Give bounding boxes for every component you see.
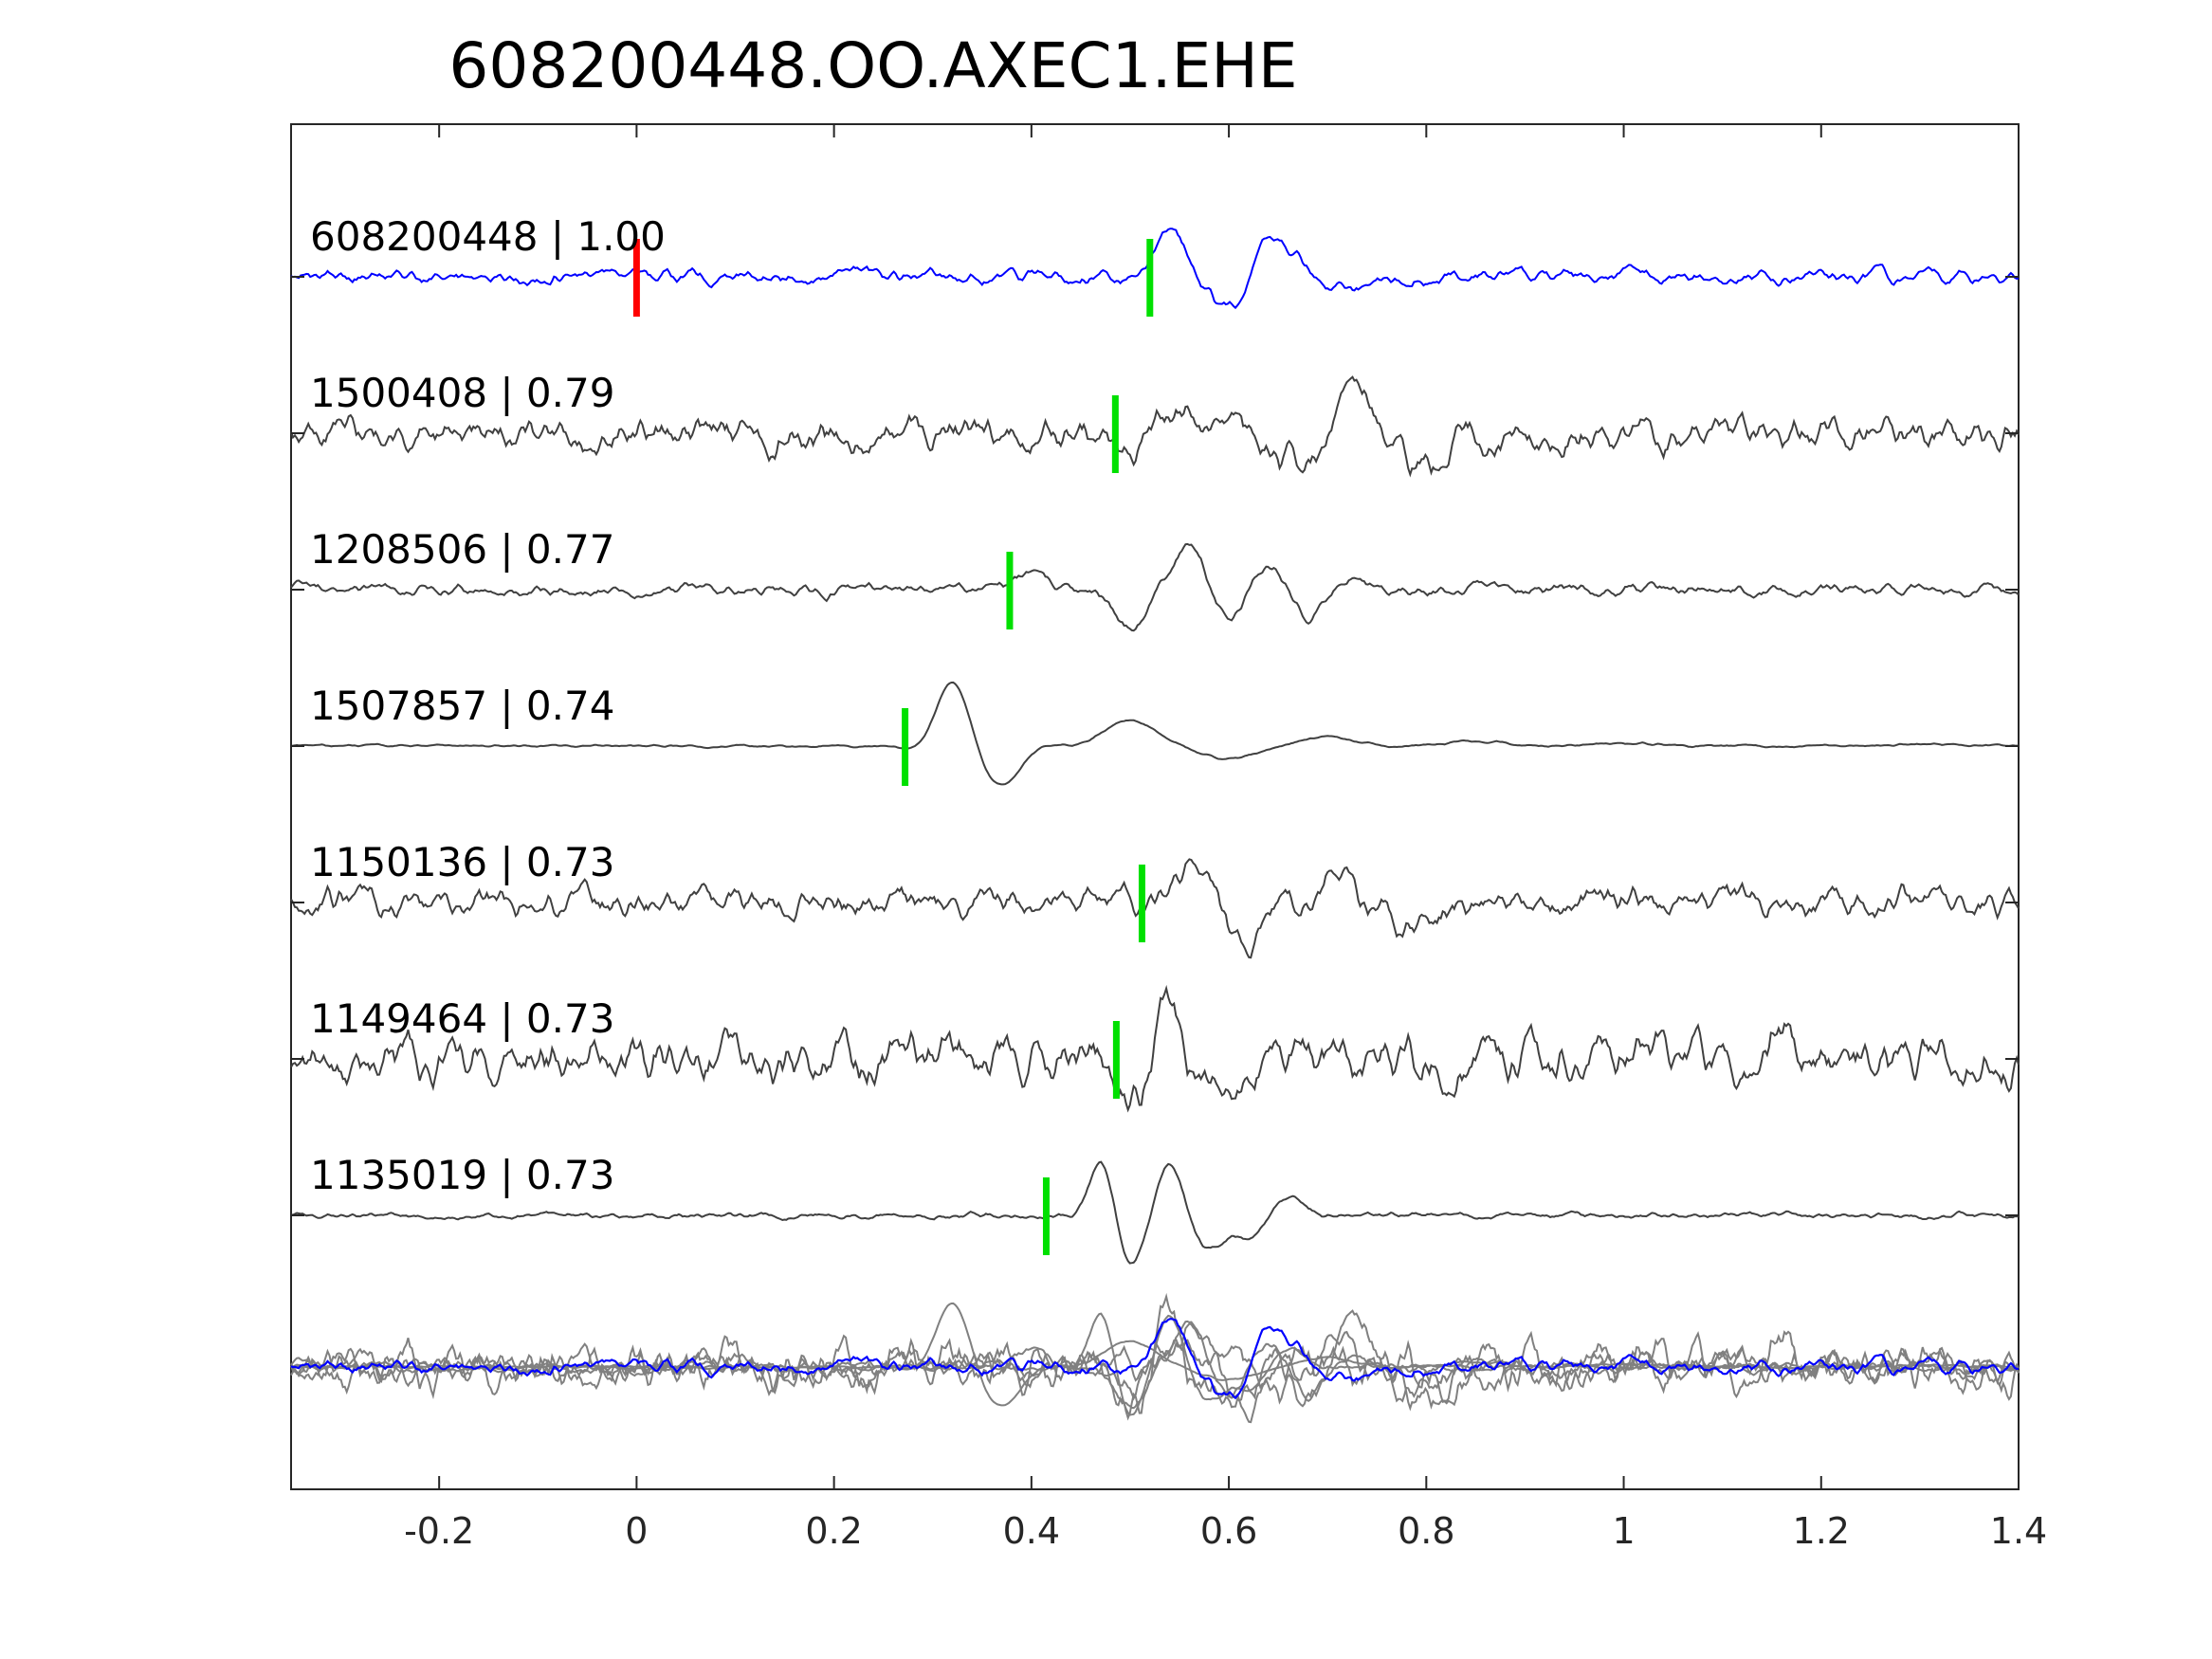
x-tick-label: 1: [1612, 1510, 1635, 1552]
trace-stack: [290, 228, 2020, 1265]
x-tick-label: 0.2: [805, 1510, 862, 1552]
x-tick-label: 0.6: [1200, 1510, 1257, 1552]
trace-1149464: [290, 984, 2020, 1113]
x-tick-label: 1.4: [1990, 1510, 2047, 1552]
trace-1150136: [290, 858, 2020, 959]
overlay-trace: [290, 1322, 2020, 1424]
trace-label: 1150136 | 0.73: [310, 839, 614, 885]
overlay-stack: [290, 1292, 2020, 1424]
x-tick-label: 1.2: [1793, 1510, 1850, 1552]
trace-1500408: [290, 375, 2020, 478]
trace-608200448: [290, 228, 2020, 310]
x-axis: -0.2 0 0.2 0.4 0.6 0.8 1 1.2 1.4: [404, 124, 2047, 1552]
trace-label: 1135019 | 0.73: [310, 1152, 614, 1198]
trace-label: 1500408 | 0.79: [310, 370, 614, 416]
x-tick-label: 0.4: [1003, 1510, 1060, 1552]
overlay-trace: [290, 1309, 2020, 1412]
overlay-trace: [290, 1292, 2020, 1421]
trace-label: 608200448 | 1.00: [310, 213, 666, 260]
trace-labels: 608200448 | 1.00 1500408 | 0.79 1208506 | …: [310, 213, 666, 1198]
trace-label: 1208506 | 0.77: [310, 526, 614, 573]
trace-label: 1507857 | 0.74: [310, 683, 614, 729]
trace-label: 1149464 | 0.73: [310, 995, 614, 1042]
plot-frame: [290, 123, 2020, 1490]
trace-1208506: [290, 542, 2020, 632]
overlay-trace: [290, 1312, 2020, 1416]
chart-title: 608200448.OO.AXEC1.EHE: [448, 29, 1297, 102]
pick-markers: [632, 239, 1154, 1255]
trace-1135019: [290, 1160, 2020, 1265]
x-tick-label: -0.2: [404, 1510, 474, 1552]
overlay-reference-trace: [290, 1318, 2020, 1400]
x-tick-label: 0.8: [1398, 1510, 1454, 1552]
trace-1507857: [290, 681, 2020, 786]
x-tick-label: 0: [625, 1510, 648, 1552]
